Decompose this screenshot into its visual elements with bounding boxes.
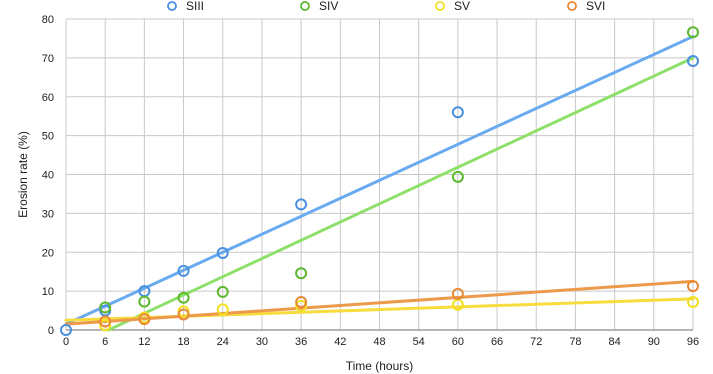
legend-label: SV xyxy=(454,0,470,13)
x-tick-label: 18 xyxy=(177,336,189,348)
point-siii xyxy=(60,324,72,336)
point-siv xyxy=(138,295,151,308)
x-tick-label: 0 xyxy=(63,336,69,348)
x-axis-title: Time (hours) xyxy=(346,359,414,373)
legend-marker xyxy=(567,1,577,11)
x-tick-label: 54 xyxy=(413,336,425,348)
legend-marker xyxy=(167,1,177,11)
x-tick-label: 90 xyxy=(648,336,660,348)
x-tick-label: 72 xyxy=(530,336,542,348)
y-tick-label: 10 xyxy=(42,286,54,298)
point-svi xyxy=(99,315,112,328)
x-tick-label: 60 xyxy=(452,336,464,348)
point-siv xyxy=(295,267,308,280)
point-siii xyxy=(216,247,229,260)
legend-marker xyxy=(300,1,310,11)
x-tick-label: 84 xyxy=(609,336,621,348)
x-tick-label: 24 xyxy=(217,336,229,348)
point-siv xyxy=(687,26,699,39)
x-tick-label: 48 xyxy=(373,336,385,348)
y-tick-label: 60 xyxy=(42,92,54,104)
point-sv xyxy=(99,319,112,332)
point-siii xyxy=(687,54,699,67)
grid xyxy=(65,18,694,331)
y-tick-label: 20 xyxy=(42,247,54,259)
y-tick-label: 50 xyxy=(42,131,54,143)
legend-item-sv: SV xyxy=(435,0,470,13)
tick-labels: 0 6 12 18 24 30 36 42 48 54 60 66 72 78 84 90 96 0 10 20 30 4… xyxy=(42,14,699,348)
legend-item-svi: SVI xyxy=(567,0,605,13)
point-sv xyxy=(687,296,699,309)
trendline-siv xyxy=(106,56,695,332)
point-svi xyxy=(687,280,699,293)
legend-label: SIII xyxy=(186,0,204,13)
legend-item-siii: SIII xyxy=(167,0,204,13)
y-axis-title: Erosion rate (%) xyxy=(16,131,30,218)
y-tick-label: 70 xyxy=(42,53,54,65)
x-tick-label: 6 xyxy=(102,336,108,348)
y-tick-label: 0 xyxy=(48,325,54,337)
y-tick-label: 30 xyxy=(42,208,54,220)
y-tick-label: 40 xyxy=(42,170,54,182)
trendline-siii xyxy=(64,34,695,326)
point-siv xyxy=(99,301,112,314)
point-sv xyxy=(295,299,308,312)
legend-item-siv: SIV xyxy=(300,0,338,13)
data-points xyxy=(60,26,699,336)
trendline-svi xyxy=(64,279,695,326)
x-tick-label: 42 xyxy=(334,336,346,348)
x-tick-label: 30 xyxy=(256,336,268,348)
point-siii xyxy=(177,264,190,277)
x-tick-label: 78 xyxy=(569,336,581,348)
point-sv xyxy=(216,303,229,316)
point-siii xyxy=(451,106,464,119)
point-svi xyxy=(451,287,464,300)
point-siv xyxy=(216,285,229,298)
x-tick-label: 36 xyxy=(295,336,307,348)
point-svi xyxy=(177,308,190,321)
legend-label: SIV xyxy=(319,0,338,13)
legend-label: SVI xyxy=(586,0,605,13)
point-svi xyxy=(138,313,151,326)
x-tick-label: 96 xyxy=(687,336,699,348)
x-tick-label: 12 xyxy=(138,336,150,348)
point-svi xyxy=(295,296,308,309)
point-siv xyxy=(177,291,190,304)
y-tick-label: 80 xyxy=(42,14,54,26)
legend-marker xyxy=(435,1,445,11)
x-tick-label: 66 xyxy=(491,336,503,348)
legend: SIII SIV SV SVI xyxy=(167,0,605,13)
trendlines xyxy=(64,34,695,332)
point-siv xyxy=(451,170,464,183)
point-siii xyxy=(295,198,308,211)
